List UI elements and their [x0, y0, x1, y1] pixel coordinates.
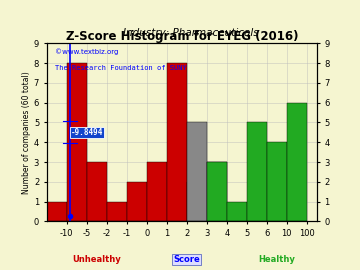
Bar — [227, 202, 247, 221]
Bar — [207, 162, 227, 221]
Y-axis label: Number of companies (60 total): Number of companies (60 total) — [22, 71, 31, 194]
Text: Score: Score — [174, 255, 200, 264]
Bar — [247, 122, 267, 221]
Bar — [187, 122, 207, 221]
Text: -9.8494: -9.8494 — [71, 128, 103, 137]
Bar — [287, 103, 307, 221]
Bar — [207, 162, 227, 221]
Bar — [147, 162, 167, 221]
Bar — [267, 142, 287, 221]
Text: Healthy: Healthy — [258, 255, 295, 264]
Bar — [107, 202, 127, 221]
Title: Z-Score Histogram for EYEG (2016): Z-Score Histogram for EYEG (2016) — [66, 30, 298, 43]
Bar — [87, 162, 107, 221]
Text: ©www.textbiz.org: ©www.textbiz.org — [55, 49, 118, 55]
Text: Industry: Pharmaceuticals: Industry: Pharmaceuticals — [123, 28, 258, 38]
Bar — [167, 63, 187, 221]
Text: The Research Foundation of SUNY: The Research Foundation of SUNY — [55, 65, 186, 70]
Bar — [47, 202, 67, 221]
Bar — [187, 182, 207, 221]
Text: Unhealthy: Unhealthy — [72, 255, 121, 264]
Bar — [67, 63, 87, 221]
Bar — [127, 182, 147, 221]
